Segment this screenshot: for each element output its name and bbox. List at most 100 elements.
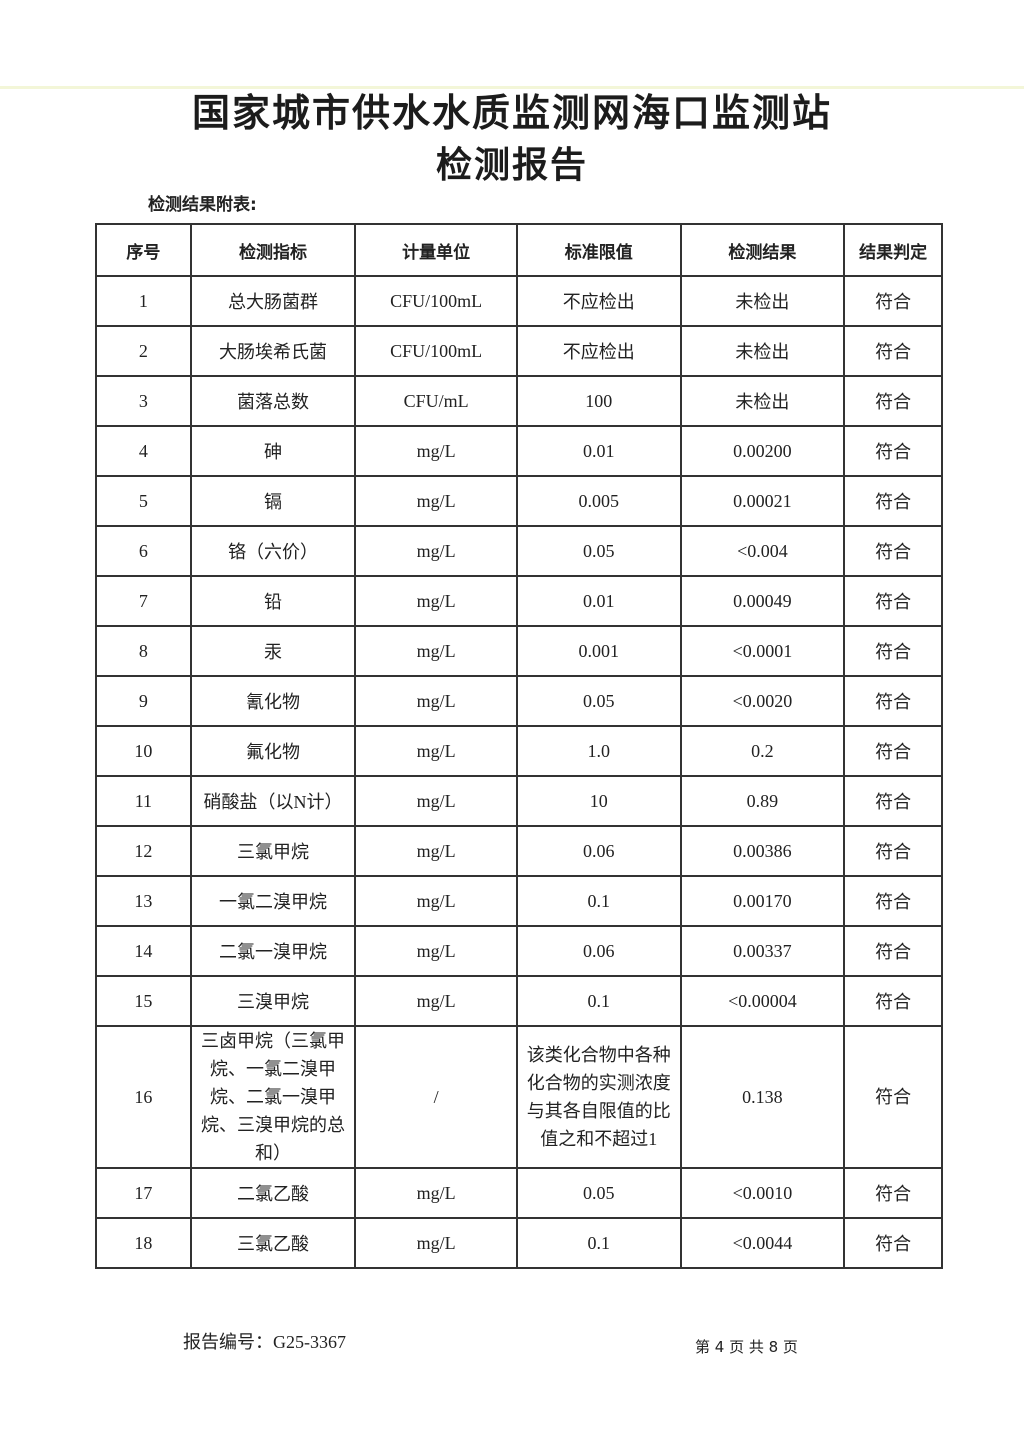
table-cell: 0.00386 (679, 825, 846, 877)
table-cell: <0.0001 (679, 625, 846, 677)
table-cell: 三氯乙酸 (189, 1217, 357, 1269)
table-cell: 0.1 (516, 975, 682, 1027)
table-cell: 大肠埃希氏菌 (189, 325, 357, 377)
table-cell: 符合 (843, 925, 943, 977)
table-cell: 符合 (843, 975, 943, 1027)
table-cell: mg/L (354, 575, 519, 627)
table-row: 12 三氯甲烷 mg/L 0.06 0.00386 符合 (95, 825, 943, 877)
table-row: 2 大肠埃希氏菌 CFU/100mL 不应检出 未检出 符合 (95, 325, 943, 377)
table-cell: 0.06 (516, 925, 682, 977)
table-cell: 10 (95, 725, 192, 777)
table-cell: 符合 (843, 875, 943, 927)
table-cell: 6 (95, 525, 192, 577)
table-row: 15 三溴甲烷 mg/L 0.1 <0.00004 符合 (95, 975, 943, 1027)
table-cell: 0.05 (516, 525, 682, 577)
table-cell: 符合 (843, 425, 943, 477)
table-cell: <0.004 (679, 525, 846, 577)
table-cell: 8 (95, 625, 192, 677)
table-row: 18 三氯乙酸 mg/L 0.1 <0.0044 符合 (95, 1217, 943, 1269)
table-cell: 符合 (843, 475, 943, 527)
table-cell: 铬（六价） (189, 525, 357, 577)
table-cell: <0.0010 (679, 1167, 846, 1219)
table-cell: 0.05 (516, 675, 682, 727)
table-cell: 18 (95, 1217, 192, 1269)
table-cell: 符合 (843, 275, 943, 327)
table-cell: 二氯乙酸 (189, 1167, 357, 1219)
table-header-row: 序号 检测指标 计量单位 标准限值 检测结果 结果判定 (95, 223, 943, 277)
table-cell: 7 (95, 575, 192, 627)
table-cell: 符合 (843, 1167, 943, 1219)
table-cell: 符合 (843, 725, 943, 777)
table-row: 4 砷 mg/L 0.01 0.00200 符合 (95, 425, 943, 477)
table-cell: 0.01 (516, 425, 682, 477)
table-cell: mg/L (354, 875, 519, 927)
table-cell: mg/L (354, 525, 519, 577)
table-cell: <0.00004 (679, 975, 846, 1027)
table-cell: 符合 (843, 325, 943, 377)
table-cell: 0.1 (516, 875, 682, 927)
table-cell: 三溴甲烷 (189, 975, 357, 1027)
table-cell: mg/L (354, 775, 519, 827)
table-row: 5 镉 mg/L 0.005 0.00021 符合 (95, 475, 943, 527)
table-cell: 三氯甲烷 (189, 825, 357, 877)
table-row: 14 二氯一溴甲烷 mg/L 0.06 0.00337 符合 (95, 925, 943, 977)
table-cell: CFU/100mL (354, 275, 519, 327)
table-cell: 0.05 (516, 1167, 682, 1219)
table-cell: 16 (95, 1025, 192, 1169)
table-cell: 符合 (843, 775, 943, 827)
column-header: 计量单位 (354, 223, 519, 277)
table-cell: 总大肠菌群 (189, 275, 357, 327)
table-cell: mg/L (354, 675, 519, 727)
table-cell: 2 (95, 325, 192, 377)
table-cell: 该类化合物中各种化合物的实测浓度与其各自限值的比值之和不超过1 (516, 1025, 682, 1169)
table-row: 11 硝酸盐（以N计） mg/L 10 0.89 符合 (95, 775, 943, 827)
table-cell: 汞 (189, 625, 357, 677)
table-row: 7 铅 mg/L 0.01 0.00049 符合 (95, 575, 943, 627)
table-cell: 0.2 (679, 725, 846, 777)
table-cell: 14 (95, 925, 192, 977)
table-row: 16 三卤甲烷（三氯甲烷、一氯二溴甲烷、二氯一溴甲烷、三溴甲烷的总和） / 该类化合物… (95, 1025, 943, 1169)
table-cell: 未检出 (679, 375, 846, 427)
table-cell: 氰化物 (189, 675, 357, 727)
table-cell: mg/L (354, 1217, 519, 1269)
table-cell: 9 (95, 675, 192, 727)
table-cell: 铅 (189, 575, 357, 627)
table-row: 17 二氯乙酸 mg/L 0.05 <0.0010 符合 (95, 1167, 943, 1219)
table-cell: 未检出 (679, 325, 846, 377)
table-cell: mg/L (354, 975, 519, 1027)
column-header: 结果判定 (843, 223, 943, 277)
scan-artifact-line (0, 86, 1024, 89)
table-cell: <0.0020 (679, 675, 846, 727)
table-cell: 砷 (189, 425, 357, 477)
table-cell: 0.00337 (679, 925, 846, 977)
table-caption: 检测结果附表: (148, 195, 257, 215)
table-cell: mg/L (354, 725, 519, 777)
table-cell: 氟化物 (189, 725, 357, 777)
column-header: 标准限值 (516, 223, 682, 277)
column-header: 检测结果 (679, 223, 846, 277)
table-cell: 符合 (843, 525, 943, 577)
table-cell: 12 (95, 825, 192, 877)
report-number: 报告编号：G25-3367 (183, 1332, 346, 1352)
table-cell: 0.001 (516, 625, 682, 677)
table-row: 6 铬（六价） mg/L 0.05 <0.004 符合 (95, 525, 943, 577)
results-table: 序号 检测指标 计量单位 标准限值 检测结果 结果判定 1 总大肠菌群 CFU/100mL 不应… (95, 223, 943, 1269)
table-cell: 17 (95, 1167, 192, 1219)
table-cell: 3 (95, 375, 192, 427)
document-subtitle: 检测报告 (435, 145, 588, 186)
table-cell: 0.00049 (679, 575, 846, 627)
table-cell: 菌落总数 (189, 375, 357, 427)
table-cell: 0.01 (516, 575, 682, 627)
table-cell: 13 (95, 875, 192, 927)
page-number: 第 4 页 共 8 页 (695, 1338, 798, 1356)
table-cell: 符合 (843, 625, 943, 677)
table-row: 13 一氯二溴甲烷 mg/L 0.1 0.00170 符合 (95, 875, 943, 927)
table-cell: 1.0 (516, 725, 682, 777)
table-cell: 15 (95, 975, 192, 1027)
table-cell: 符合 (843, 675, 943, 727)
table-cell: / (354, 1025, 519, 1169)
table-cell: 0.138 (679, 1025, 846, 1169)
table-row: 9 氰化物 mg/L 0.05 <0.0020 符合 (95, 675, 943, 727)
table-cell: 不应检出 (516, 275, 682, 327)
